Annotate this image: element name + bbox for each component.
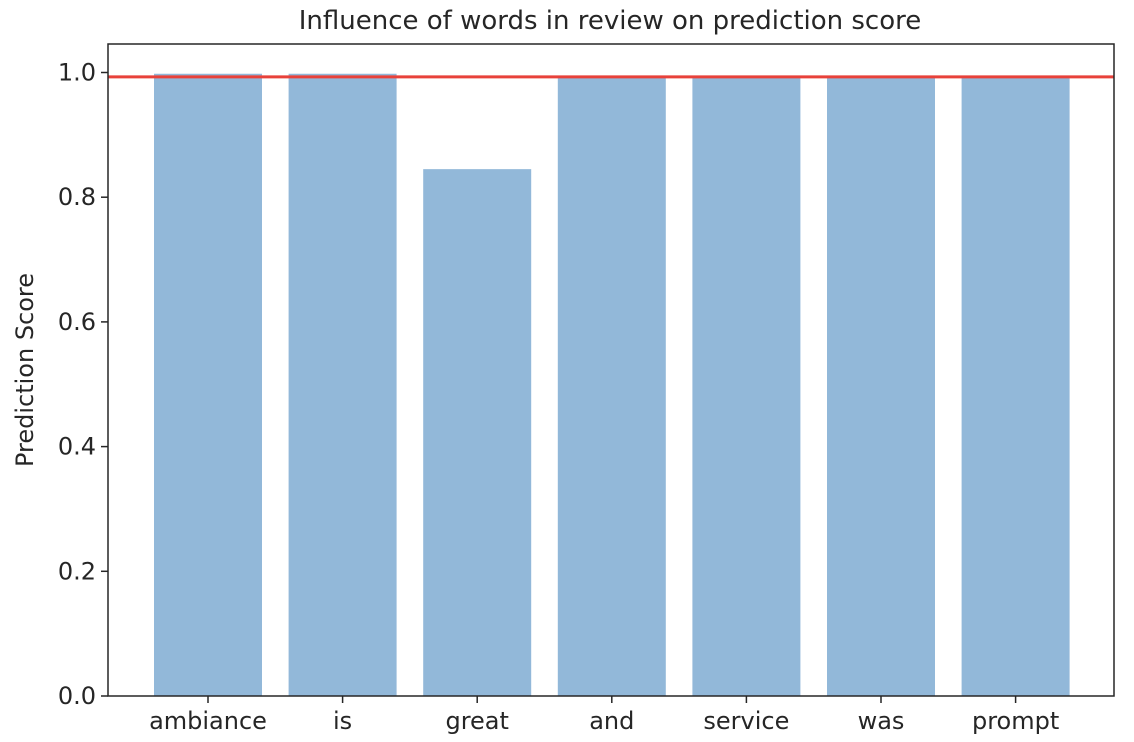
y-axis-label: Prediction Score — [11, 273, 39, 467]
y-tick-label: 0.2 — [58, 557, 96, 585]
y-tick-label: 0.6 — [58, 308, 96, 336]
bar-ambiance — [154, 73, 262, 696]
bar-was — [827, 76, 935, 697]
plot-frame — [107, 43, 1115, 697]
bar-and — [557, 76, 666, 697]
x-tick-label-and: and — [589, 707, 634, 735]
x-tick-label-service: service — [703, 707, 789, 735]
x-axis-ticks: ambiance is great and service was prompt — [149, 696, 1059, 735]
y-tick-label: 0.4 — [58, 433, 96, 461]
y-tick-label: 0.8 — [58, 183, 96, 211]
bars-group — [154, 73, 1070, 697]
x-tick-label-prompt: prompt — [972, 707, 1059, 735]
bar-great — [423, 169, 532, 696]
x-tick-label-was: was — [858, 707, 905, 735]
bar-prompt — [961, 76, 1070, 697]
chart-title: Influence of words in review on predicti… — [299, 6, 922, 36]
x-tick-label-ambiance: ambiance — [149, 707, 267, 735]
x-tick-label-is: is — [333, 707, 352, 735]
y-tick-label: 0.0 — [58, 682, 96, 710]
y-tick-label: 1.0 — [58, 59, 96, 87]
bar-is — [288, 73, 397, 696]
x-tick-label-great: great — [445, 707, 508, 735]
y-axis-ticks: 0.0 0.2 0.4 0.6 0.8 1.0 — [58, 59, 108, 710]
bar-service — [692, 76, 801, 697]
